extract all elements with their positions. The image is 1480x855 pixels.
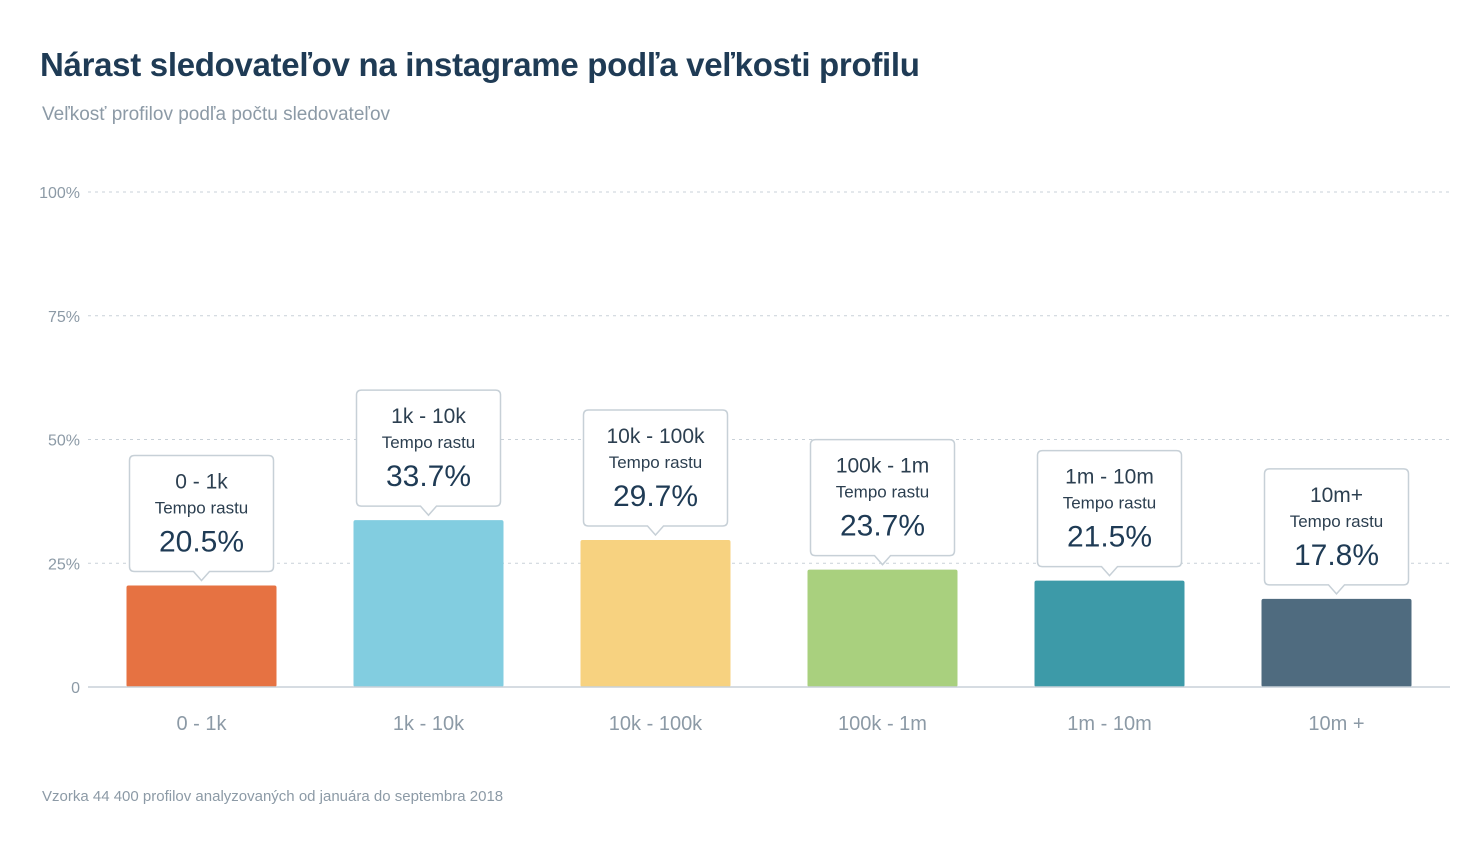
callout-label: Tempo rastu — [155, 499, 249, 518]
callout-category: 10m+ — [1310, 484, 1363, 507]
bars — [126, 520, 1412, 687]
bar-chart: 0 25% 50% 75% 100% 0 - 1k Tempo rastu 20.5% 1k … — [39, 185, 1450, 735]
chart-subtitle: Veľkosť profilov podľa počtu sledovateľo… — [42, 104, 391, 125]
callout-category: 100k - 1m — [836, 455, 929, 478]
grid-lines: 0 25% 50% 75% 100% — [39, 185, 1450, 697]
callout-box — [582, 409, 729, 537]
footnote: Vzorka 44 400 profilov analyzovaných od … — [42, 788, 504, 805]
data-label: 33.7% — [386, 460, 471, 493]
callout: 1m - 10m Tempo rastu 21.5% — [1036, 449, 1183, 577]
bar — [807, 569, 958, 687]
callout-category: 1m - 10m — [1065, 466, 1154, 489]
data-label: 17.8% — [1294, 539, 1379, 572]
y-tick-label: 25% — [48, 556, 80, 573]
bar — [1034, 580, 1185, 687]
y-tick-label: 50% — [48, 433, 80, 450]
data-label: 23.7% — [840, 510, 925, 543]
x-tick-label: 100k - 1m — [838, 713, 927, 735]
x-tick-label: 0 - 1k — [176, 713, 227, 735]
bar — [353, 520, 504, 687]
bar — [1261, 598, 1412, 687]
data-label: 21.5% — [1067, 521, 1152, 554]
callout-category: 10k - 100k — [606, 425, 705, 448]
callout-box — [1036, 449, 1183, 577]
data-label: 29.7% — [613, 480, 698, 513]
x-tick-label: 1k - 10k — [393, 713, 465, 735]
callouts: 0 - 1k Tempo rastu 20.5% 1k - 10k Tempo rast… — [128, 389, 1410, 596]
callout-label: Tempo rastu — [609, 453, 703, 472]
callout: 10k - 100k Tempo rastu 29.7% — [582, 409, 729, 537]
x-axis: 0 - 1k 1k - 10k 10k - 100k 100k - 1m 1m - 10… — [88, 686, 1450, 735]
y-tick-label: 0 — [71, 680, 80, 697]
bar — [580, 539, 731, 687]
callout-category: 1k - 10k — [391, 405, 466, 428]
callout: 1k - 10k Tempo rastu 33.7% — [355, 389, 502, 517]
y-tick-label: 100% — [39, 185, 80, 202]
x-tick-label: 1m - 10m — [1067, 713, 1151, 735]
y-tick-label: 75% — [48, 309, 80, 326]
callout-category: 0 - 1k — [175, 471, 228, 494]
callout-label: Tempo rastu — [836, 483, 930, 502]
callout-box — [355, 389, 502, 517]
callout-box — [809, 438, 956, 566]
callout: 100k - 1m Tempo rastu 23.7% — [809, 438, 956, 566]
callout-box — [128, 454, 275, 582]
x-tick-label: 10k - 100k — [609, 713, 703, 735]
callout: 0 - 1k Tempo rastu 20.5% — [128, 454, 275, 582]
callout-label: Tempo rastu — [1290, 512, 1384, 531]
callout-box — [1263, 468, 1410, 596]
chart-title: Nárast sledovateľov na instagrame podľa … — [40, 46, 920, 83]
bar — [126, 585, 277, 687]
callout: 10m+ Tempo rastu 17.8% — [1263, 468, 1410, 596]
data-label: 20.5% — [159, 526, 244, 559]
x-tick-label: 10m + — [1308, 713, 1364, 735]
callout-label: Tempo rastu — [382, 433, 476, 452]
callout-label: Tempo rastu — [1063, 494, 1157, 513]
